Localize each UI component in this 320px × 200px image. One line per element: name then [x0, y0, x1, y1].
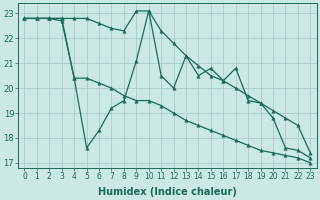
X-axis label: Humidex (Indice chaleur): Humidex (Indice chaleur) [98, 187, 237, 197]
